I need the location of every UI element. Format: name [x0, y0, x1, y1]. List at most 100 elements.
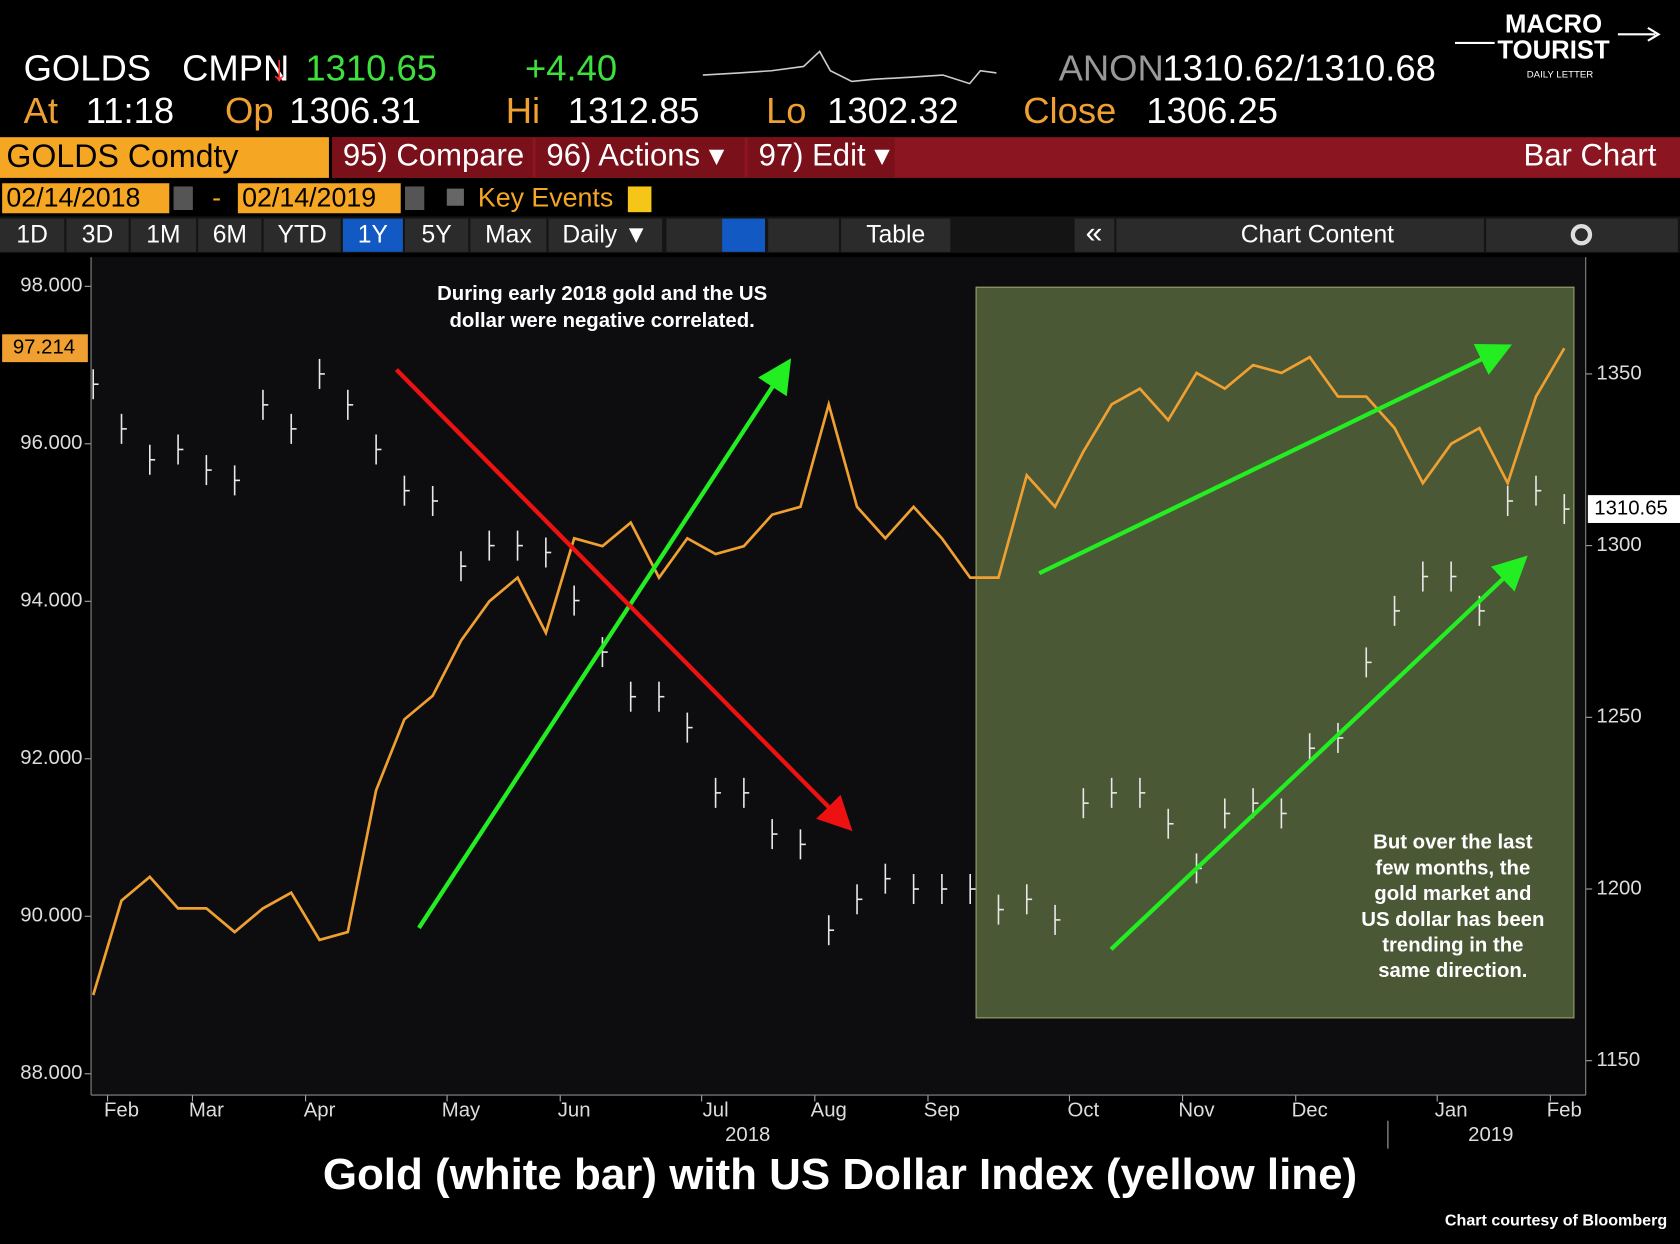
security-box[interactable]: [0, 137, 329, 178]
x-tick-label: Dec: [1292, 1099, 1328, 1121]
direction: ↓: [270, 47, 288, 88]
high: 1312.85: [568, 90, 700, 131]
tab-label: 1D: [16, 221, 47, 248]
quote-source: ANON: [1059, 47, 1164, 88]
annotation: gold market and: [1374, 883, 1531, 905]
y-tick-label: 96.000: [20, 432, 82, 454]
x-tick-label: Feb: [1547, 1099, 1582, 1121]
quote-header: GOLDS CMPN ↓ 1310.65 +4.40 ANON 1310.62/…: [24, 11, 1661, 131]
y2-tick-label: 1350: [1596, 362, 1641, 384]
key-events[interactable]: Key Events: [478, 182, 613, 212]
bar-style-button[interactable]: [722, 218, 765, 252]
low-label: Lo: [766, 90, 807, 131]
menu-button[interactable]: [535, 137, 745, 178]
low: 1302.32: [827, 90, 959, 131]
view-name: Bar Chart: [1523, 138, 1656, 173]
tab-label: 1M: [146, 221, 180, 248]
end-date: 02/14/2019: [242, 182, 376, 212]
y2-tick-label: 1300: [1596, 534, 1641, 556]
y-tick-label: 90.000: [20, 905, 82, 927]
checkbox[interactable]: [446, 188, 464, 206]
x-tick-label: Jan: [1435, 1099, 1468, 1121]
x-tick-label: Jun: [558, 1099, 591, 1121]
open-label: Op: [225, 90, 274, 131]
date-box[interactable]: [237, 183, 401, 214]
x-tick-label: Aug: [811, 1099, 847, 1121]
sparkline: [702, 50, 997, 85]
date-box[interactable]: [2, 183, 170, 214]
change: +4.40: [525, 47, 617, 88]
annotation: same direction.: [1378, 960, 1527, 982]
info-icon[interactable]: [627, 186, 652, 213]
logo-sub: DAILY LETTER: [1527, 70, 1594, 81]
menu-item: 95) Compare: [343, 138, 524, 173]
logo: TOURIST: [1497, 36, 1610, 64]
arrow: [394, 368, 853, 832]
table-button[interactable]: [841, 218, 951, 252]
plot: 88.000 90.000 92.000 94.000 96.000 98.000 1150…: [2, 275, 1680, 1149]
dropdown[interactable]: [768, 218, 839, 252]
x-group-label: 2018: [725, 1124, 770, 1146]
tab[interactable]: [0, 218, 65, 252]
tab[interactable]: [548, 218, 663, 252]
gear-icon: [1570, 223, 1593, 246]
line-series: [91, 347, 1566, 996]
x-tick-label: Sep: [924, 1099, 960, 1121]
open: 1306.31: [289, 90, 421, 131]
tab[interactable]: [342, 218, 403, 252]
annotation: US dollar has been: [1361, 909, 1544, 931]
table-label: Table: [866, 221, 925, 248]
tab[interactable]: [405, 218, 469, 252]
highlight-region: [975, 286, 1575, 1019]
tabs: 1D 3D 1M 6M YTD 1Y 5Y Max Daily ▼: [0, 218, 663, 252]
tab-label: 3D: [82, 221, 113, 248]
chart-content-label: Chart Content: [1241, 221, 1394, 248]
arrow: [1109, 555, 1528, 951]
y2-tick-label: 1250: [1596, 706, 1641, 728]
menu-button[interactable]: [332, 137, 533, 178]
tab[interactable]: [470, 218, 547, 252]
menu-bar: [332, 137, 1680, 178]
tab[interactable]: [66, 218, 129, 252]
separator: -: [212, 182, 221, 212]
y-tick-label: 92.000: [20, 747, 82, 769]
annotation: dollar were negative correlated.: [450, 310, 755, 332]
arrow: [417, 358, 792, 930]
last-value-label: 1310.65: [1594, 497, 1668, 519]
bid-ask: 1310.62/1310.68: [1163, 47, 1436, 88]
time-label: At: [24, 90, 58, 131]
collapse-button[interactable]: [1074, 218, 1115, 252]
x-tick-label: Nov: [1178, 1099, 1215, 1121]
x-tick-label: May: [442, 1099, 481, 1121]
last-price: 1310.65: [305, 47, 437, 88]
tab-label: Max: [485, 221, 532, 248]
x-tick-label: Oct: [1068, 1099, 1100, 1121]
calendar-icon[interactable]: [405, 186, 425, 211]
calendar-icon[interactable]: [173, 186, 193, 211]
logo: MACRO: [1505, 11, 1602, 39]
logo-arrow: [1455, 26, 1661, 44]
x-tick-label: Feb: [104, 1099, 139, 1121]
tab[interactable]: [198, 218, 262, 252]
time: 11:18: [86, 90, 174, 131]
tab-label: 6M: [213, 221, 247, 248]
x-tick-label: Mar: [189, 1099, 224, 1121]
y2-tick-label: 1150: [1596, 1049, 1640, 1071]
credit: Chart courtesy of Bloomberg: [1445, 1212, 1667, 1230]
annotation: During early 2018 gold and the US: [437, 283, 767, 305]
y-tick-label: 94.000: [20, 590, 82, 612]
settings-button[interactable]: [1486, 218, 1678, 252]
last-value-box: [2, 334, 88, 363]
menu-button[interactable]: [747, 137, 895, 178]
tab-label: 1Y: [358, 221, 388, 248]
last-value-box: [1587, 495, 1680, 523]
menu-items: 95) Compare 96) Actions ▾ 97) Edit ▾: [332, 137, 895, 178]
start-date: 02/14/2018: [6, 182, 140, 212]
chart-content-button[interactable]: [1116, 218, 1484, 252]
tab[interactable]: [263, 218, 341, 252]
x-tick-label: Apr: [304, 1099, 336, 1121]
x-tick-label: Jul: [703, 1099, 729, 1121]
x-group-label: 2019: [1468, 1124, 1513, 1146]
tab[interactable]: [130, 218, 197, 252]
